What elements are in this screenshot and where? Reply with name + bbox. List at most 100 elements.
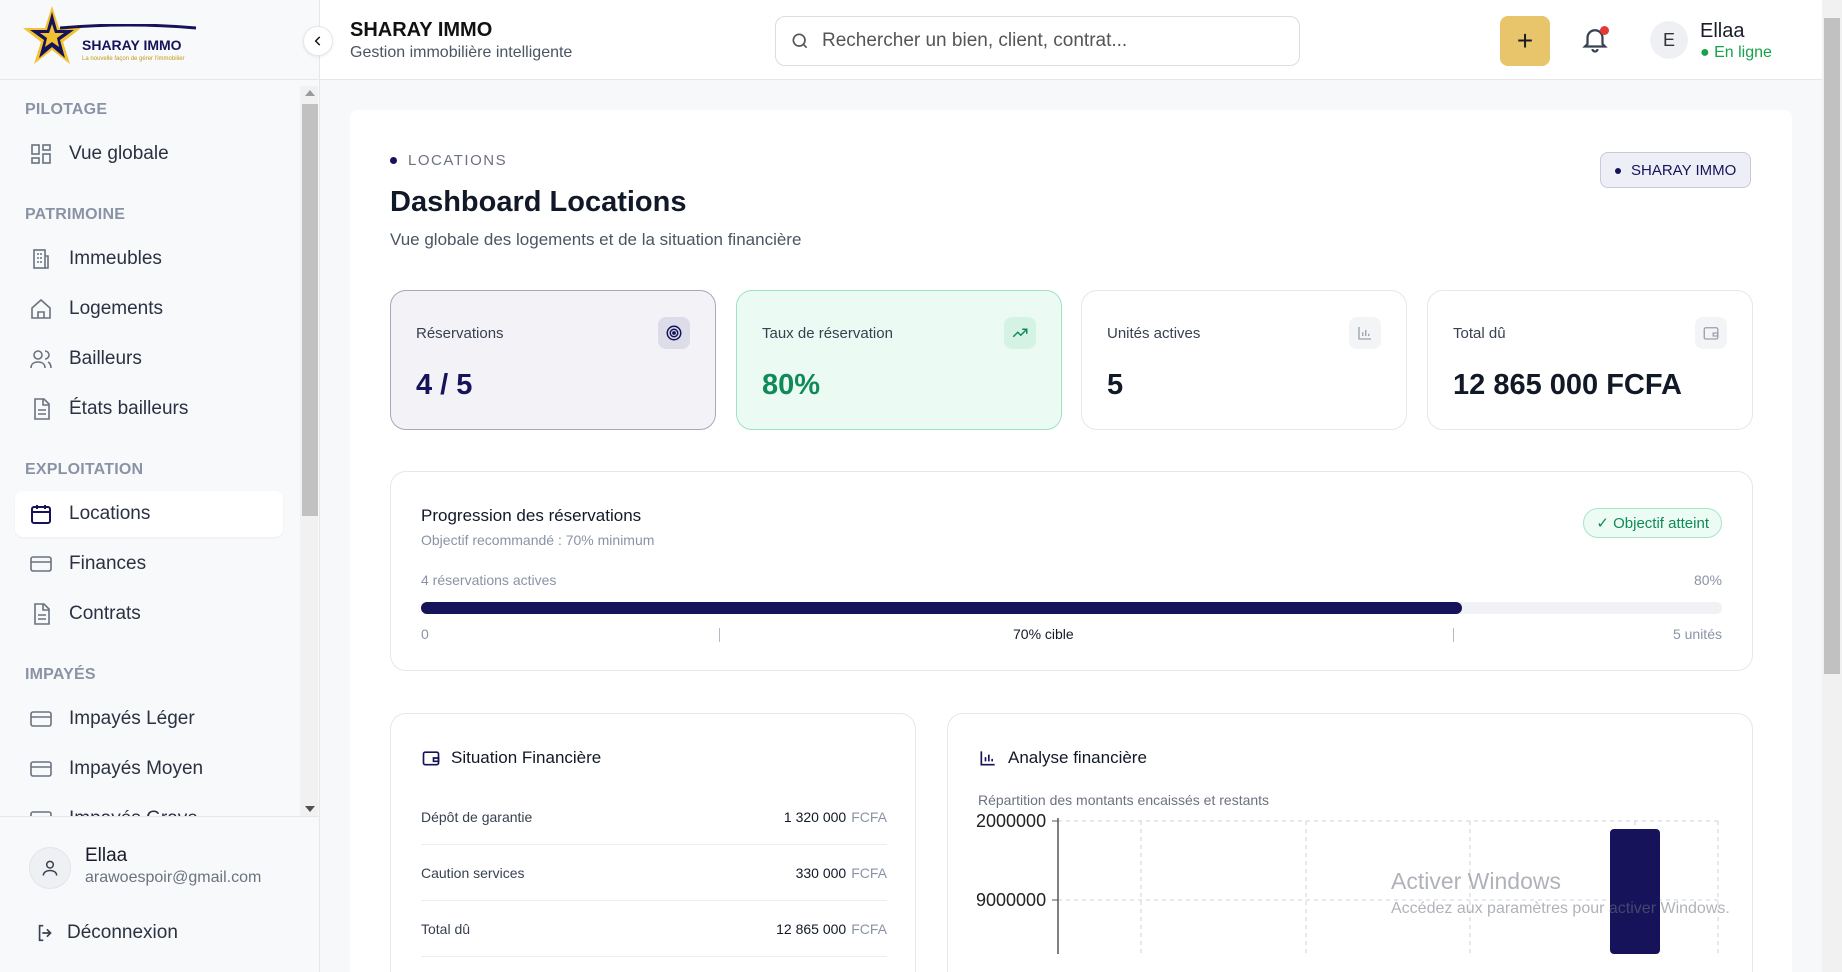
sidebar-item-label: Impayés Moyen [69,758,204,779]
calendar-icon [31,505,51,524]
progress-title: Progression des réservations [421,506,642,525]
status-badge: ✓ Objectif atteint [1583,508,1722,538]
progress-fill [421,602,1462,614]
target-label: 70% cible [1013,626,1074,642]
kpi-card-unites-actives[interactable]: Unités actives 5 [1081,290,1407,430]
sidebar-item-etats-bailleurs[interactable]: États bailleurs [15,386,283,432]
target-icon [658,317,690,349]
sidebar-item-locations[interactable]: Locations [15,491,283,537]
progress-right-label: 80% [1693,572,1722,588]
company-badge: SHARAY IMMO [1600,152,1752,188]
collapse-sidebar-button[interactable] [303,26,333,56]
finance-amount: 1 320 000 [783,808,847,825]
page-eyebrow: LOCATIONS [390,152,507,169]
finance-card: Situation Financière Dépôt de garantie 1… [390,713,916,972]
kpi-label: Unités actives [1107,325,1201,342]
card-icon [30,556,52,572]
search-input[interactable] [822,30,1282,52]
card-icon [30,811,52,816]
windows-watermark-title: Activer Windows [1391,868,1561,894]
document-icon [34,398,50,420]
sidebar-item-impayes-moyen[interactable]: Impayés Moyen [15,746,283,792]
list-item: Total dû 12 865 000 FCFA [421,901,887,957]
page-title: Dashboard Locations [390,186,687,218]
sidebar-scrollbar[interactable] [300,86,318,816]
finance-currency: FCFA [851,920,887,937]
sidebar-item-label: Impayés Léger [69,708,195,729]
section-label-patrimoine: PATRIMOINE [25,206,126,223]
windows-watermark-text: Accédez aux paramètres pour activer Wind… [1391,900,1730,917]
add-button[interactable]: + [1500,16,1550,66]
main-content: LOCATIONS Dashboard Locations Vue global… [350,110,1792,972]
page-scrollbar[interactable] [1822,0,1842,972]
analysis-card: Analyse financière Répartition des monta… [947,713,1753,972]
brand-logo[interactable]: SHARAY IMMO La nouvelle façon de gérer l… [22,4,197,70]
building-icon [33,249,49,269]
finance-row-label: Dépôt de garantie [421,808,533,825]
avatar[interactable] [29,847,71,889]
list-item: Dépôt de garantie 1 320 000 FCFA [421,789,887,845]
header-avatar[interactable]: E [1650,21,1688,59]
y-tick-label: 2000000 [976,814,1046,831]
kpi-card-taux-reservation[interactable]: Taux de réservation 80% [736,290,1062,430]
app-subtitle: Gestion immobilière intelligente [350,44,573,61]
sidebar-item-impayes-leger[interactable]: Impayés Léger [15,696,283,742]
finance-amount: 12 865 000 [776,920,847,937]
finance-row-value: 1 320 000 FCFA [784,809,887,825]
wallet-icon [422,751,440,766]
card-icon [30,711,52,727]
logout-button[interactable]: Déconnexion [35,922,178,944]
footer-user-name: Ellaa [85,845,128,866]
grid-icon [31,144,51,164]
sidebar-scroll-thumb[interactable] [302,104,318,516]
logo-text: SHARAY IMMO [82,37,182,53]
kpi-value: 80% [762,369,821,401]
finance-row-value: 330 000 FCFA [796,865,887,881]
trending-up-icon [1004,317,1036,349]
scale-tick-mark [1453,628,1454,642]
kpi-card-total-du[interactable]: Total dû 12 865 000 FCFA [1427,290,1753,430]
section-label-impayes: IMPAYÉS [25,666,96,683]
logout-icon [38,924,52,942]
chart-bar[interactable] [1610,829,1660,954]
logo-swoosh-icon [59,24,197,30]
sidebar-item-logements[interactable]: Logements [15,286,283,332]
sidebar-item-vue-globale[interactable]: Vue globale [15,131,283,177]
sidebar-item-label: Bailleurs [69,348,142,369]
card-icon [30,761,52,777]
analysis-header: Analyse financière [978,748,1147,768]
kpi-value: 4 / 5 [416,369,473,401]
sidebar-item-impayes-grave[interactable]: Impayés Grave [15,796,283,816]
star-logo-icon [23,6,81,64]
page-scroll-thumb[interactable] [1824,18,1840,674]
wallet-icon [1695,317,1727,349]
scroll-up-icon[interactable] [305,90,315,96]
sidebar-item-label: Vue globale [69,143,169,164]
top-header: SHARAY IMMO Gestion immobilière intellig… [320,0,1822,80]
y-tick-label: 9000000 [976,890,1046,910]
finance-title: Situation Financière [451,748,602,767]
search-bar[interactable] [775,16,1300,66]
home-icon [31,298,51,319]
kpi-card-reservations[interactable]: Réservations 4 / 5 [390,290,716,430]
document-icon [34,603,50,625]
chevron-left-icon [314,36,321,46]
progress-track [421,602,1722,614]
bar-chart-icon [980,751,995,766]
sidebar-item-bailleurs[interactable]: Bailleurs [15,336,283,382]
sidebar-item-finances[interactable]: Finances [15,541,283,587]
sidebar-item-contrats[interactable]: Contrats [15,591,283,637]
footer-user-email: arawoespoir@gmail.com [85,869,262,886]
section-label-pilotage: PILOTAGE [25,101,108,118]
scale-end-label: 5 unités [1672,626,1722,642]
user-icon [42,860,58,876]
sidebar-item-immeubles[interactable]: Immeubles [15,236,283,282]
scale-start-label: 0 [421,626,429,642]
header-user-status: ● En ligne [1700,44,1772,61]
sidebar-item-label: États bailleurs [69,398,189,419]
finance-currency: FCFA [851,808,887,825]
scroll-down-icon[interactable] [305,806,315,812]
finance-amount: 330 000 [795,864,847,881]
sidebar-item-label: Contrats [69,603,141,624]
bell-icon[interactable] [1580,24,1610,54]
